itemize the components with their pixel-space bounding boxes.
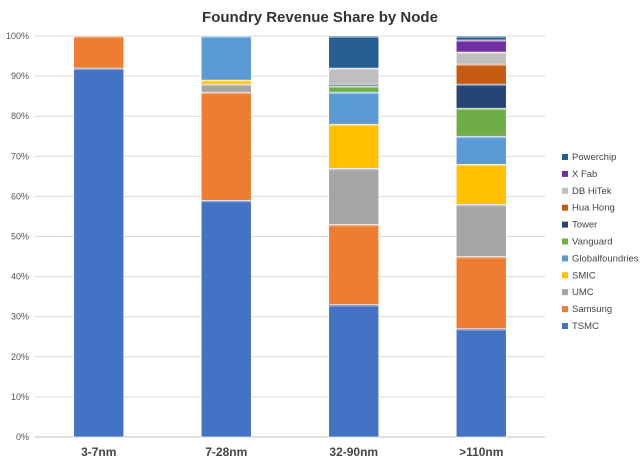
legend-label: Powerchip bbox=[572, 152, 616, 163]
bar-segment-highlight bbox=[328, 224, 379, 227]
legend-swatch bbox=[562, 221, 568, 228]
bar-segment-samsung bbox=[73, 35, 125, 69]
y-tick-label: 10% bbox=[11, 392, 29, 402]
bar-segment-highlight bbox=[456, 256, 507, 259]
legend-label: Hua Hong bbox=[572, 203, 615, 214]
bar-segment-highlight bbox=[456, 164, 507, 167]
bar-segment-tsmc bbox=[200, 200, 252, 438]
legend-swatch bbox=[562, 154, 568, 160]
bar-segment-highlight bbox=[456, 40, 507, 43]
bar-segment-highlight bbox=[328, 168, 379, 171]
bar-segment-tsmc bbox=[73, 67, 125, 438]
legend-label: TSMC bbox=[572, 321, 599, 332]
legend-label: Samsung bbox=[572, 304, 612, 315]
bar-segment-tsmc bbox=[328, 304, 380, 438]
y-tick-label: 30% bbox=[11, 312, 29, 322]
bar-segment-highlight bbox=[456, 204, 507, 207]
legend-label: Tower bbox=[572, 220, 597, 231]
y-tick-label: 100% bbox=[6, 31, 29, 41]
bar-segment-powerchip bbox=[455, 35, 507, 41]
bar-segment-tsmc bbox=[455, 328, 507, 438]
y-tick-label: 80% bbox=[11, 111, 29, 121]
bar-segment-hua-hong bbox=[455, 63, 507, 85]
x-axis-ticks: 3-7nm 7-28nm 32-90nm >110nm bbox=[81, 445, 503, 459]
bar-segment-highlight bbox=[201, 92, 252, 95]
legend-label: DB HiTek bbox=[572, 186, 612, 197]
bar-segment-highlight bbox=[456, 52, 507, 55]
bar-segment-tower bbox=[455, 83, 507, 109]
bar-segment-samsung bbox=[200, 91, 252, 201]
bar-segment-highlight bbox=[456, 328, 507, 331]
bar-segment-powerchip bbox=[328, 35, 380, 69]
bar-segment-highlight bbox=[73, 68, 124, 71]
legend-swatch bbox=[562, 204, 568, 211]
legend-swatch bbox=[562, 187, 568, 194]
legend-label: Globalfoundries bbox=[572, 253, 639, 264]
bar-segment-samsung bbox=[328, 224, 380, 305]
bar-segment-highlight bbox=[456, 36, 507, 38]
bar-segment-globalfoundries bbox=[455, 135, 507, 165]
bar-segment-highlight bbox=[456, 84, 507, 87]
chart-title: Foundry Revenue Share by Node bbox=[202, 9, 438, 26]
bar-segment-highlight bbox=[201, 200, 252, 203]
bar-segment-vanguard bbox=[455, 107, 507, 137]
x-tick-label: >110nm bbox=[459, 445, 503, 459]
legend: Powerchip X Fab DB HiTek Hua Hong Tower Vangu… bbox=[562, 152, 639, 332]
bar-segment-highlight bbox=[328, 304, 379, 307]
legend-swatch bbox=[562, 306, 568, 313]
bar-segment-umc bbox=[455, 204, 507, 257]
legend-swatch bbox=[562, 255, 568, 262]
legend-swatch bbox=[562, 170, 568, 177]
bar-segment-highlight bbox=[328, 86, 379, 89]
bar-segment-smic bbox=[328, 123, 380, 169]
legend-label: Vanguard bbox=[572, 237, 613, 248]
bar-segment-smic bbox=[455, 164, 507, 205]
y-tick-label: 90% bbox=[11, 71, 29, 81]
bar-segment-highlight bbox=[328, 84, 379, 87]
bar-segment-highlight bbox=[328, 68, 379, 71]
bar-segment-globalfoundries bbox=[200, 35, 252, 81]
x-tick-label: 7-28nm bbox=[205, 445, 247, 459]
bar-segment-umc bbox=[328, 168, 380, 225]
y-tick-label: 60% bbox=[11, 191, 29, 201]
bar-segment-highlight bbox=[201, 80, 252, 83]
bar-segment-highlight bbox=[456, 64, 507, 67]
bar-segment-highlight bbox=[456, 136, 507, 139]
legend-label: SMIC bbox=[572, 270, 596, 281]
x-tick-label: 32-90nm bbox=[329, 445, 378, 459]
y-tick-label: 70% bbox=[11, 151, 29, 161]
bar-segment-highlight bbox=[328, 92, 379, 95]
bar-segment-highlight bbox=[328, 124, 379, 127]
bar-segment-samsung bbox=[455, 256, 507, 330]
y-axis-ticks: 0% 10% 20% 30% 40% 50% 60% 70% 80% 90% 100% bbox=[6, 31, 29, 442]
legend-swatch bbox=[562, 238, 568, 245]
bar-segment-globalfoundries bbox=[328, 91, 380, 125]
x-tick-label: 3-7nm bbox=[81, 445, 116, 459]
y-tick-label: 0% bbox=[16, 432, 29, 442]
bars bbox=[73, 35, 507, 438]
bar-segment-highlight bbox=[456, 108, 507, 111]
bar-segment-highlight bbox=[73, 36, 124, 38]
legend-label: UMC bbox=[572, 287, 594, 298]
legend-swatch bbox=[562, 289, 568, 296]
bar-segment-highlight bbox=[201, 84, 252, 87]
legend-label: X Fab bbox=[572, 169, 597, 180]
y-tick-label: 40% bbox=[11, 272, 29, 282]
y-tick-label: 50% bbox=[11, 232, 29, 242]
bar-segment-highlight bbox=[201, 36, 252, 38]
legend-swatch bbox=[562, 323, 568, 329]
bar-segment-db-hitek bbox=[328, 67, 380, 85]
y-tick-label: 20% bbox=[11, 352, 29, 362]
legend-swatch bbox=[562, 272, 568, 279]
bar-segment-highlight bbox=[328, 36, 379, 38]
